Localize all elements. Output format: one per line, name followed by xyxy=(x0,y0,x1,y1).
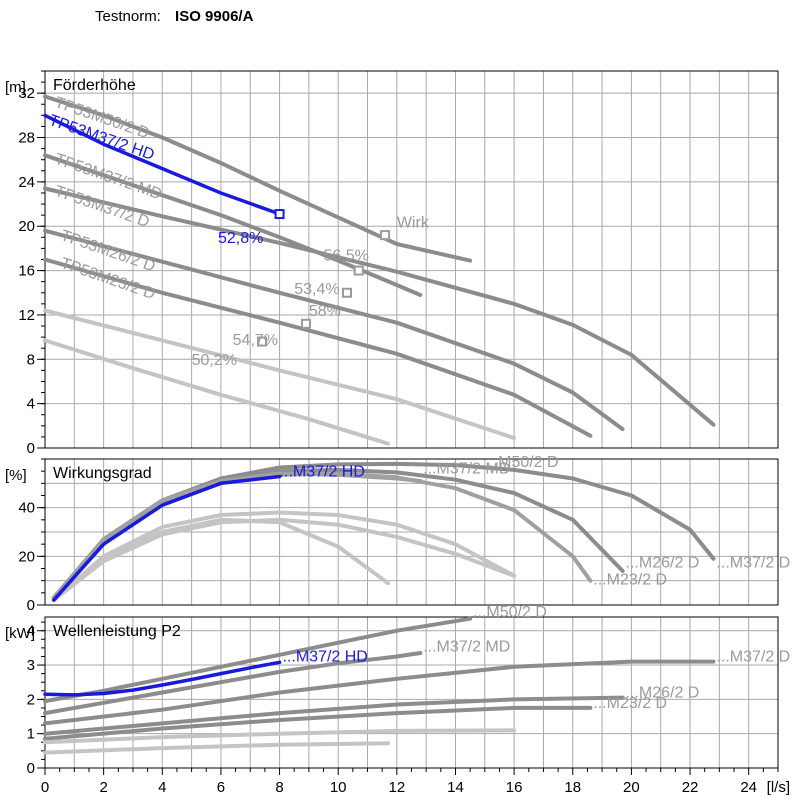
series-annotation: ...M26/2 D xyxy=(626,554,700,571)
y-tick-label: 20 xyxy=(18,548,35,565)
series-line xyxy=(43,705,593,741)
panel-title: Förderhöhe xyxy=(53,77,136,94)
operating-point-marker xyxy=(380,230,391,241)
test-standard-value: ISO 9906/A xyxy=(175,8,254,25)
series-annotation: ...M37/2 D xyxy=(716,649,790,666)
series-line xyxy=(51,510,517,603)
y-tick-label: 28 xyxy=(18,130,35,147)
highlighted-series-line xyxy=(43,660,282,697)
series-annotation: ...M50/2 D xyxy=(485,454,559,471)
y-tick-label: 4 xyxy=(27,623,35,640)
x-tick-label: 2 xyxy=(99,779,107,796)
y-tick-label: 0 xyxy=(27,597,35,614)
series-annotation: 58% xyxy=(309,303,341,320)
operating-point-marker xyxy=(256,336,267,347)
y-axis-unit-label: [kW] xyxy=(5,625,35,642)
highlighted-series-line xyxy=(43,113,282,216)
x-tick-label: 0 xyxy=(41,779,49,796)
series-line xyxy=(43,228,625,432)
series-annotation: ...M37/2 HD xyxy=(280,464,365,481)
series-annotation: ...M37/2 MD xyxy=(423,638,510,655)
series-line xyxy=(43,338,390,446)
x-tick-label: 24 xyxy=(740,779,757,796)
y-tick-label: 8 xyxy=(27,351,35,368)
x-tick-label: 10 xyxy=(330,779,347,796)
y-tick-label: 16 xyxy=(18,263,35,280)
series-annotation: 50,2% xyxy=(192,352,237,369)
x-tick-label: 6 xyxy=(217,779,225,796)
y-tick-label: 3 xyxy=(27,657,35,674)
series-annotation: 56,5% xyxy=(324,248,369,265)
series-line xyxy=(43,695,625,736)
series-annotation: ...M50/2 D xyxy=(473,604,547,621)
y-tick-label: 40 xyxy=(18,500,35,517)
operating-point-marker xyxy=(274,209,285,220)
x-tick-label: 16 xyxy=(506,779,523,796)
efficiency-panel: 0 20 40 [%] Wirkungsgrad ...M37/2 HD ...M50/2 … xyxy=(5,454,790,614)
x-tick-label: 18 xyxy=(564,779,581,796)
panel-title: Wirkungsgrad xyxy=(53,465,152,482)
plot-frame xyxy=(44,458,779,606)
y-tick-label: 32 xyxy=(18,85,35,102)
series-annotation: ...M37/2 MD xyxy=(423,461,510,478)
series-annotation: ...M23/2 D xyxy=(593,571,667,588)
series-line xyxy=(43,741,390,755)
plot-area xyxy=(45,71,778,448)
y-tick-label: 4 xyxy=(27,396,35,413)
series-annotation: ...M26/2 D xyxy=(626,685,700,702)
series-annotation: 53,4% xyxy=(294,281,339,298)
series-line xyxy=(43,153,423,297)
series-line xyxy=(43,659,716,726)
series-line xyxy=(51,517,517,603)
series-line xyxy=(43,308,517,440)
y-tick-label: 2 xyxy=(27,691,35,708)
y-tick-label: 0 xyxy=(27,440,35,457)
test-standard-header: Testnorm: ISO 9906/A xyxy=(95,8,253,25)
series-line xyxy=(43,651,423,716)
operating-point-marker xyxy=(300,318,311,329)
y-axis-unit-label: [%] xyxy=(5,467,27,484)
series-line xyxy=(51,471,423,600)
operating-point-marker xyxy=(353,265,364,276)
series-annotation: 54,7% xyxy=(233,332,278,349)
series-annotation: ...M37/2 HD xyxy=(282,649,367,666)
highlighted-series-line xyxy=(52,474,282,602)
x-axis-unit-label: [l/s] xyxy=(767,779,790,796)
series-annotation: Wirk xyxy=(397,214,430,231)
series-annotation: ...M23/2 D xyxy=(593,695,667,712)
series-line xyxy=(51,517,390,603)
x-tick-label: 12 xyxy=(388,779,405,796)
y-tick-label: 24 xyxy=(18,174,35,191)
y-tick-label: 20 xyxy=(18,218,35,235)
y-tick-label: 1 xyxy=(27,726,35,743)
y-tick-label: 0 xyxy=(27,760,35,777)
series-annotation: 52,8% xyxy=(218,230,263,247)
series-line xyxy=(43,616,473,704)
y-tick-label: 12 xyxy=(18,307,35,324)
series-annotation: ...M37/2 D xyxy=(716,554,790,571)
test-standard-label: Testnorm: xyxy=(95,8,161,25)
x-tick-label: 22 xyxy=(682,779,699,796)
x-tick-label: 20 xyxy=(623,779,640,796)
panel-title: Wellenleistung P2 xyxy=(53,623,181,640)
x-tick-label: 4 xyxy=(158,779,166,796)
series-line xyxy=(43,257,593,438)
operating-point-marker xyxy=(341,287,352,298)
series-line xyxy=(43,186,716,427)
x-tick-label: 8 xyxy=(275,779,283,796)
y-axis-unit-label: [m] xyxy=(5,79,26,96)
x-tick-label: 14 xyxy=(447,779,464,796)
series-line xyxy=(43,728,517,745)
